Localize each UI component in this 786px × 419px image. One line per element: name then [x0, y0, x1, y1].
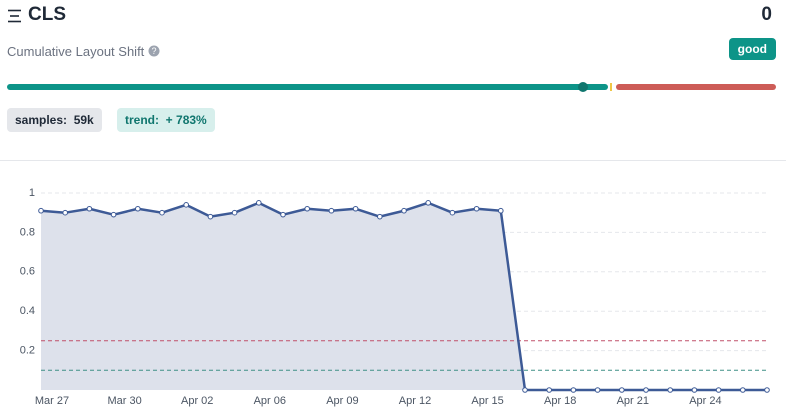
samples-value: 59k [73, 113, 94, 127]
x-tick-label: Mar 27 [35, 395, 69, 407]
x-tick-label: Apr 24 [689, 395, 721, 407]
point [740, 387, 746, 393]
point [570, 387, 577, 393]
x-tick-label: Apr 02 [181, 395, 213, 407]
area-fill [41, 202, 767, 390]
point [304, 205, 311, 212]
x-tick-label: Apr 09 [326, 395, 358, 407]
y-tick-label: 0.8 [20, 226, 35, 238]
point [619, 387, 625, 393]
subtitle-text: Cumulative Layout Shift [7, 44, 145, 59]
point [62, 209, 68, 216]
y-tick-label: 0.2 [20, 345, 35, 357]
y-tick-label: 0.6 [20, 266, 35, 278]
point [86, 205, 93, 212]
y-tick-label: 0.4 [20, 305, 35, 317]
point [498, 207, 504, 214]
menu-icon [8, 9, 21, 23]
point [159, 209, 165, 216]
point [691, 387, 698, 393]
point [643, 387, 649, 393]
point [231, 209, 238, 216]
trend-pill: trend: + 783% [117, 108, 215, 132]
point [183, 202, 189, 208]
point [38, 207, 44, 214]
point [377, 213, 383, 220]
point [207, 213, 214, 220]
point [522, 387, 528, 393]
point [256, 200, 262, 206]
x-tick-label: Apr 15 [471, 395, 503, 407]
help-icon[interactable]: ? [148, 45, 160, 57]
point [110, 211, 117, 218]
score-bar [7, 82, 776, 92]
trend-value: + 783% [165, 113, 207, 127]
metric-subtitle: Cumulative Layout Shift ? [7, 44, 160, 59]
separator [0, 160, 786, 161]
samples-pill: samples: 59k [7, 108, 102, 132]
point [449, 209, 456, 216]
point [135, 205, 141, 212]
x-tick-label: Apr 12 [399, 395, 431, 407]
point [280, 211, 286, 218]
samples-label: samples: [15, 113, 68, 127]
point [352, 205, 359, 212]
point [546, 387, 553, 393]
metric-title: CLS [28, 4, 66, 25]
x-tick-label: Apr 18 [544, 395, 576, 407]
point [764, 387, 770, 393]
status-badge: good [728, 38, 776, 60]
point [401, 207, 407, 214]
trend-label: trend: [125, 113, 159, 127]
x-tick-label: Apr 21 [617, 395, 649, 407]
point [328, 207, 335, 214]
svg-text:?: ? [151, 46, 156, 56]
point [425, 200, 432, 206]
point [594, 387, 601, 393]
x-tick-label: Mar 30 [107, 395, 141, 407]
x-tick-label: Apr 06 [254, 395, 286, 407]
point [667, 387, 674, 393]
point [715, 387, 722, 393]
point [473, 205, 480, 212]
metric-value: 0 [761, 4, 772, 25]
y-tick-label: 1 [29, 187, 35, 199]
